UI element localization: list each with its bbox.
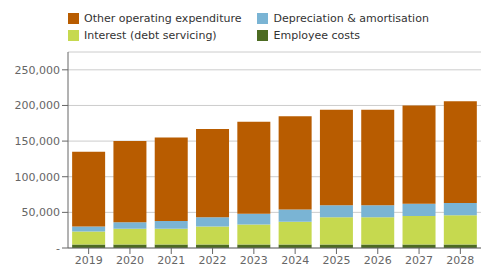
html-text:Other operating expenditure: Other operating expenditure xyxy=(84,12,242,25)
html-text:Employee costs: Employee costs xyxy=(273,29,360,42)
svg-text:-: - xyxy=(56,242,60,255)
html-text:Interest (debt servicing): Interest (debt servicing) xyxy=(84,29,217,42)
svg-text:2022: 2022 xyxy=(199,254,227,267)
svg-text:2028: 2028 xyxy=(446,254,474,267)
svg-text:2026: 2026 xyxy=(364,254,392,267)
svg-text:2019: 2019 xyxy=(75,254,103,267)
svg-text:2027: 2027 xyxy=(405,254,433,267)
html-text:Depreciation & amortisation: Depreciation & amortisation xyxy=(273,12,429,25)
svg-text:100,000: 100,000 xyxy=(15,171,61,184)
svg-text:2021: 2021 xyxy=(157,254,185,267)
svg-text:200,000: 200,000 xyxy=(15,99,61,112)
svg-text:2023: 2023 xyxy=(240,254,268,267)
svg-text:250,000: 250,000 xyxy=(15,64,61,77)
svg-text:2020: 2020 xyxy=(116,254,144,267)
svg-text:50,000: 50,000 xyxy=(22,206,61,219)
svg-text:2025: 2025 xyxy=(322,254,350,267)
svg-text:150,000: 150,000 xyxy=(15,135,61,148)
svg-text:2024: 2024 xyxy=(281,254,309,267)
